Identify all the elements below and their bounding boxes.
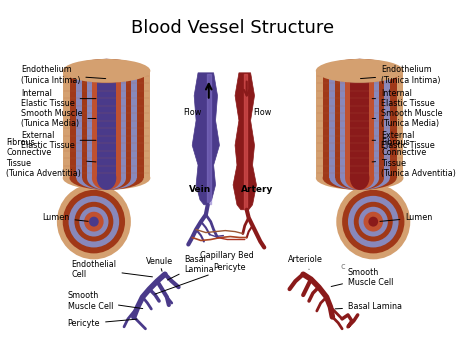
Ellipse shape — [342, 190, 404, 253]
Text: Basal Lamina: Basal Lamina — [335, 302, 402, 311]
Ellipse shape — [92, 59, 121, 83]
Polygon shape — [233, 73, 256, 210]
Bar — [323, 71, 397, 178]
Text: Endothelium
(Tunica Intima): Endothelium (Tunica Intima) — [360, 65, 440, 84]
Text: External
Elastic Tissue: External Elastic Tissue — [21, 131, 96, 150]
Ellipse shape — [336, 184, 410, 260]
Text: Venule: Venule — [146, 257, 173, 271]
Text: c: c — [340, 262, 345, 271]
Text: Basal
Lamina: Basal Lamina — [167, 255, 214, 280]
Ellipse shape — [84, 212, 104, 231]
Ellipse shape — [89, 217, 99, 226]
Text: External
Elastic Tissue: External Elastic Tissue — [372, 131, 435, 150]
Text: Lumen: Lumen — [42, 213, 88, 222]
Text: Internal
Elastic Tissue: Internal Elastic Tissue — [372, 89, 435, 108]
Bar — [340, 71, 379, 178]
Bar — [350, 71, 369, 178]
Bar — [316, 71, 403, 178]
Ellipse shape — [63, 59, 150, 83]
Text: Blood Vessel Structure: Blood Vessel Structure — [130, 19, 334, 37]
Ellipse shape — [323, 166, 397, 190]
Ellipse shape — [97, 166, 116, 190]
Polygon shape — [192, 73, 219, 205]
Ellipse shape — [348, 196, 399, 247]
Ellipse shape — [329, 59, 390, 83]
Ellipse shape — [329, 166, 390, 190]
Ellipse shape — [74, 202, 113, 241]
Bar — [329, 71, 390, 178]
Ellipse shape — [316, 59, 403, 83]
Bar — [92, 71, 121, 178]
Ellipse shape — [70, 166, 144, 190]
Bar — [76, 71, 137, 178]
Ellipse shape — [79, 207, 109, 236]
Ellipse shape — [69, 196, 119, 247]
Ellipse shape — [340, 59, 379, 83]
Ellipse shape — [57, 184, 131, 260]
Bar — [63, 71, 150, 178]
Text: Smooth Muscle
(Tunica Media): Smooth Muscle (Tunica Media) — [372, 109, 443, 128]
Text: Fibrous
Connective
Tissue
(Tunica Adventitia): Fibrous Connective Tissue (Tunica Advent… — [372, 138, 456, 178]
Ellipse shape — [354, 202, 393, 241]
Ellipse shape — [364, 212, 383, 231]
Bar — [82, 71, 131, 178]
Ellipse shape — [345, 166, 374, 190]
Bar — [87, 71, 126, 178]
Text: Smooth
Muscle Cell: Smooth Muscle Cell — [331, 268, 393, 287]
Ellipse shape — [70, 59, 144, 83]
Text: Smooth
Muscle Cell: Smooth Muscle Cell — [68, 291, 143, 311]
Bar — [70, 71, 144, 178]
Ellipse shape — [359, 207, 388, 236]
Text: Lumen: Lumen — [380, 213, 433, 222]
Bar — [335, 71, 384, 178]
Ellipse shape — [87, 166, 126, 190]
Ellipse shape — [350, 59, 369, 83]
Ellipse shape — [323, 59, 397, 83]
Ellipse shape — [82, 166, 131, 190]
Text: Endothelial
Cell: Endothelial Cell — [72, 260, 153, 279]
Ellipse shape — [350, 166, 369, 190]
Text: Vein: Vein — [189, 185, 211, 195]
Ellipse shape — [340, 166, 379, 190]
Text: Flow: Flow — [253, 108, 272, 117]
Ellipse shape — [368, 217, 378, 226]
Ellipse shape — [82, 59, 131, 83]
Ellipse shape — [97, 59, 116, 83]
Ellipse shape — [76, 166, 137, 190]
Bar — [345, 71, 374, 178]
Text: Smooth Muscle
(Tunica Media): Smooth Muscle (Tunica Media) — [21, 109, 96, 128]
Ellipse shape — [87, 59, 126, 83]
Ellipse shape — [345, 59, 374, 83]
Text: Fibrous
Connective
Tissue
(Tunica Adventitia): Fibrous Connective Tissue (Tunica Advent… — [6, 138, 96, 178]
Text: Arteriole: Arteriole — [288, 255, 322, 269]
Text: Flow: Flow — [183, 108, 201, 117]
Text: Pericyte: Pericyte — [155, 263, 246, 294]
Text: Internal
Elastic Tissue: Internal Elastic Tissue — [21, 89, 96, 108]
Bar — [97, 71, 116, 178]
Ellipse shape — [63, 166, 150, 190]
Ellipse shape — [92, 166, 121, 190]
Text: Artery: Artery — [241, 185, 273, 195]
Text: Endothelium
(Tunica Intima): Endothelium (Tunica Intima) — [21, 65, 106, 84]
Ellipse shape — [335, 166, 384, 190]
Text: Capillary Bed: Capillary Bed — [201, 251, 254, 261]
Ellipse shape — [335, 59, 384, 83]
Ellipse shape — [63, 190, 125, 253]
Ellipse shape — [316, 166, 403, 190]
Ellipse shape — [76, 59, 137, 83]
Text: Pericyte: Pericyte — [68, 319, 137, 328]
